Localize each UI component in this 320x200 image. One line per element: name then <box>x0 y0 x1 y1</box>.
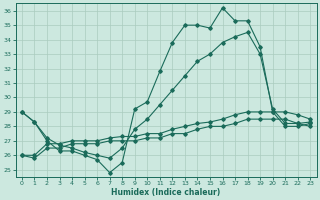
X-axis label: Humidex (Indice chaleur): Humidex (Indice chaleur) <box>111 188 221 197</box>
